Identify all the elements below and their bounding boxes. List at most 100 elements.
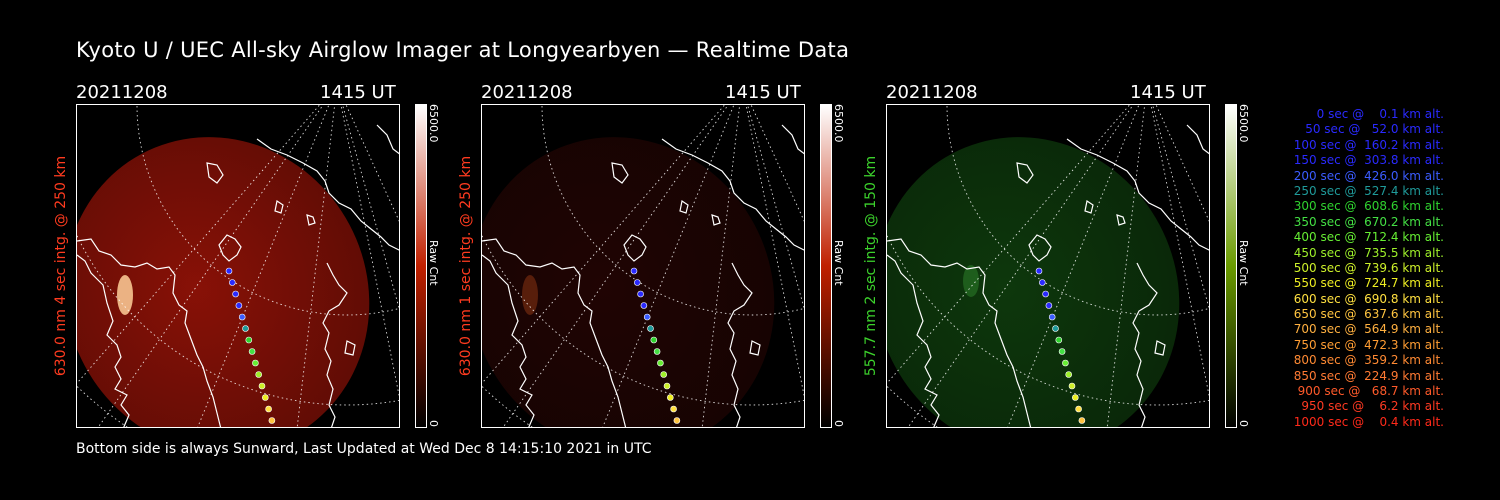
coastline [1132,262,1158,427]
panel1-svg [77,105,399,427]
trajectory-point [225,267,233,275]
legend-row: 100 sec @ 160.2 km alt. [1289,137,1444,152]
coastline [1186,124,1209,155]
legend-row: 450 sec @ 735.5 km alt. [1289,245,1444,260]
legend-row: 200 sec @ 426.0 km alt. [1289,168,1444,183]
legend-row: 0 sec @ 0.1 km alt. [1305,107,1444,121]
trajectory-point [229,279,236,286]
legend-row: 600 sec @ 690.8 km alt. [1289,291,1444,306]
latitude-circle [946,105,1209,316]
page-title: Kyoto U / UEC All-sky Airglow Imager at … [76,38,850,62]
trajectory-point [265,405,272,413]
panel1-ylabel: 630.0 nm 4 sec intg. @ 250 km [53,155,69,377]
panel2-svg [482,105,804,427]
trajectory-point [1052,325,1059,332]
trajectory-point [1042,290,1049,298]
trajectory-point [670,405,677,413]
trajectory-point [268,417,276,424]
meridian-line [747,105,804,310]
footer-note: Bottom side is always Sunward, Last Upda… [76,441,652,457]
coastline [482,254,535,427]
meridian-line [750,105,804,222]
meridian-line [345,105,399,222]
panel2-date: 20211208 [481,82,573,103]
trajectory-point [252,359,259,367]
panel2-colorbar [820,104,832,428]
coastline [206,162,224,184]
legend-row: 900 sec @ 68.7 km alt. [1293,384,1444,399]
panel1-colorbar-min: 0 [427,420,440,427]
meridian-line [1007,105,1140,427]
meridian-line [197,105,330,427]
trajectory-point [647,325,654,332]
trajectory-point [1035,267,1043,275]
trajectory-point [1045,302,1053,309]
trajectory-point [242,325,249,332]
trajectory-point [1039,279,1046,286]
trajectory-point [634,279,641,286]
meridian-line [1155,105,1209,222]
trajectory-point [1058,348,1066,355]
panel2-time: 1415 UT [725,82,801,103]
panel3-ylabel: 557.7 nm 2 sec intg. @ 150 km [863,155,879,377]
trajectory-point [1062,359,1069,367]
legend-row: 350 sec @ 670.2 km alt. [1289,214,1444,229]
meridian-line [602,105,735,427]
aurora-spot [522,275,538,315]
panel2-colorbar-min: 0 [832,420,845,427]
trajectory-point [643,313,651,321]
coastline [376,124,399,155]
panel3-colorbar-min: 0 [1237,420,1250,427]
coastline [77,254,130,427]
meridian-line [1150,105,1209,398]
coastline [1028,234,1052,262]
trajectory-point [650,336,658,344]
coastline [77,238,222,427]
legend-row: 850 sec @ 224.9 km alt. [1289,368,1444,383]
trajectory-point [657,359,664,367]
legend-row: 550 sec @ 724.7 km alt. [1289,276,1444,291]
meridian-line [340,105,399,398]
coastline [679,200,689,214]
panel3-time: 1415 UT [1130,82,1206,103]
panel1-date: 20211208 [76,82,168,103]
trajectory-point [637,290,644,298]
coastline [306,214,316,226]
coastline [887,254,940,427]
trajectory-point [262,394,269,401]
panel3-date: 20211208 [886,82,978,103]
airglow-field [482,137,775,427]
latitude-circle [541,105,804,316]
meridian-line [1152,105,1209,310]
trajectory-point [1055,336,1063,344]
coastline [1154,340,1166,356]
trajectory-point [653,348,661,355]
coastline [1116,214,1126,226]
legend-row: 400 sec @ 712.4 km alt. [1289,230,1444,245]
coastline [661,138,804,251]
panel1-colorbar-max: 6500.0 [427,104,440,143]
trajectory-point [255,371,262,378]
panel3-colorbar-label: Raw Cnt [1237,240,1250,286]
panel2-colorbar-label: Raw Cnt [832,240,845,286]
trajectory-point [1072,394,1079,401]
panel3-svg [887,105,1209,427]
trajectory-point [235,302,243,309]
legend-row: 250 sec @ 527.4 km alt. [1289,183,1444,198]
meridian-line [745,105,804,398]
meridian-line [342,105,399,310]
panel2-map [481,104,805,428]
panel1-colorbar [415,104,427,428]
panel2-ylabel: 630.0 nm 1 sec intg. @ 250 km [458,155,474,377]
trajectory-point [1075,405,1082,413]
meridian-line [701,105,741,427]
panel2-colorbar-max: 6500.0 [832,104,845,143]
meridian-line [1106,105,1146,427]
legend-row: 700 sec @ 564.9 km alt. [1289,322,1444,337]
legend-row: 300 sec @ 608.6 km alt. [1289,199,1444,214]
coastline [274,200,284,214]
legend-row: 50 sec @ 52.0 km alt. [1297,122,1444,137]
panel1-map [76,104,400,428]
trajectory-point [232,290,239,298]
coastline [623,234,647,262]
